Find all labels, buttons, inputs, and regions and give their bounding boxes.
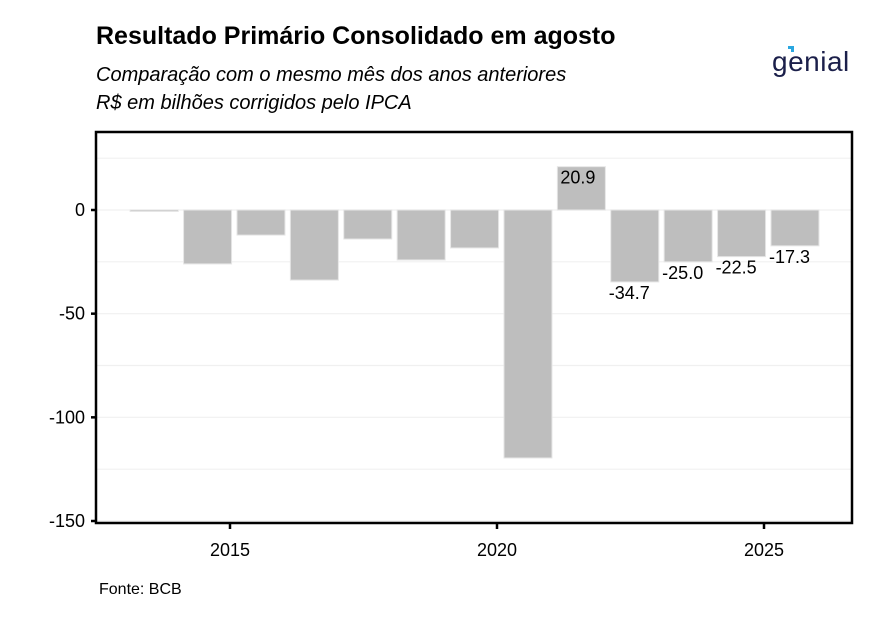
bar-2013-08	[129, 209, 179, 212]
bar-2018-08	[396, 209, 446, 261]
data-label: -17.3	[769, 247, 810, 267]
y-axis: 0 -50 -100 -150	[49, 200, 96, 531]
plot-frame	[94, 130, 854, 525]
chart-subtitle-line-2: R$ em bilhões corrigidos pelo IPCA	[96, 92, 412, 114]
y-tick-label: -50	[59, 304, 85, 324]
x-axis: 2015 2020 2025	[210, 523, 784, 560]
source-caption: Fonte: BCB	[99, 581, 182, 598]
y-tick-label: -150	[49, 511, 85, 531]
chart-subtitle-line-1: Comparação com o mesmo mês dos anos ante…	[96, 64, 567, 86]
x-tick-label: 2025	[744, 540, 784, 560]
bar-2023-08	[663, 209, 713, 263]
y-tick-label: 0	[75, 200, 85, 220]
x-tick-label: 2015	[210, 540, 250, 560]
bar-2021-08	[556, 166, 606, 211]
bar-2025-08	[770, 209, 820, 247]
logo-accent-mark	[788, 46, 794, 52]
genial-logo: genial	[772, 46, 850, 77]
data-label: -34.7	[609, 283, 650, 303]
bars	[129, 166, 820, 459]
chart-title: Resultado Primário Consolidado em agosto	[96, 22, 616, 50]
bar-labels: 20.9 -34.7 -25.0 -22.5 -17.3	[560, 168, 810, 303]
bar-2019-08	[450, 209, 500, 249]
bar-2017-08	[343, 209, 393, 240]
x-tick-label: 2020	[477, 540, 517, 560]
bar-2015-08	[236, 209, 286, 236]
bar-2022-08	[610, 209, 660, 283]
bar-2020-08	[503, 209, 553, 459]
bar-2024-08	[717, 209, 767, 258]
data-label: 20.9	[560, 168, 595, 188]
bar-2016-08	[289, 209, 339, 281]
data-label: -25.0	[662, 263, 703, 283]
bar-2014-08	[183, 209, 233, 265]
y-tick-label: -100	[49, 407, 85, 427]
data-label: -22.5	[716, 258, 757, 278]
